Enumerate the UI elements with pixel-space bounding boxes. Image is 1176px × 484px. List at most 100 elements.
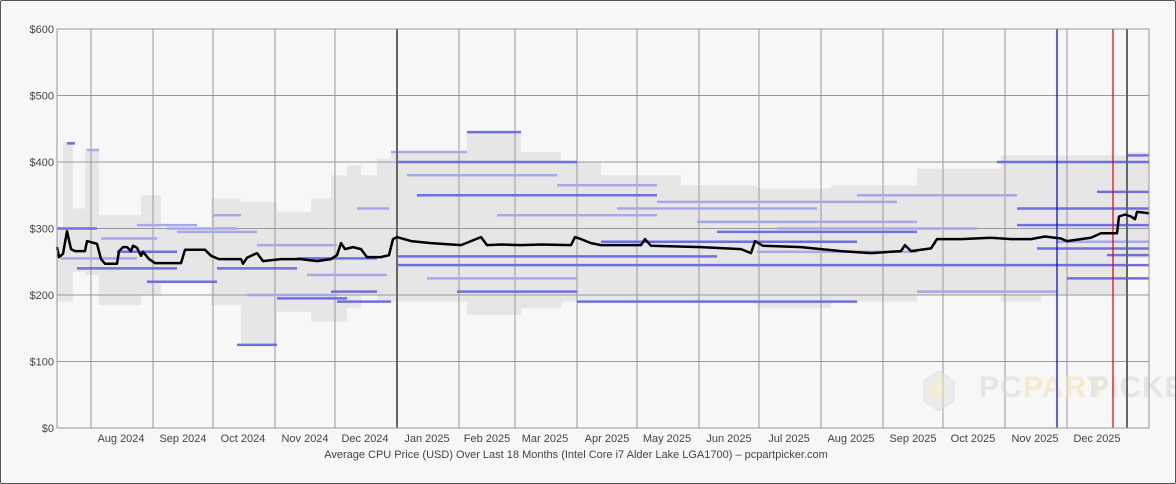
average-price-point <box>396 236 398 238</box>
average-price-point <box>1030 238 1032 240</box>
y-tick-label: $100 <box>30 357 54 369</box>
average-price-point <box>262 260 264 262</box>
average-price-point <box>500 243 502 246</box>
average-price-point <box>740 248 742 250</box>
x-tick-label: Mar 2025 <box>522 433 568 445</box>
x-tick-label: Apr 2025 <box>585 433 630 445</box>
range-band-segment <box>917 168 1001 295</box>
x-tick-label: Jun 2025 <box>706 433 751 445</box>
average-price-point <box>1080 238 1082 240</box>
range-band-segment <box>57 228 63 302</box>
average-price-point <box>1100 232 1102 234</box>
average-price-point <box>66 230 68 232</box>
range-band-segment <box>361 175 377 295</box>
average-price-point <box>256 252 258 254</box>
x-tick-label: Dec 2024 <box>341 433 388 445</box>
average-price-point <box>480 236 482 238</box>
average-price-point <box>900 250 902 252</box>
average-price-point <box>70 248 72 250</box>
x-tick-label: Oct 2024 <box>221 433 266 445</box>
range-band-segment <box>63 142 73 302</box>
average-price-point <box>300 258 302 260</box>
average-price-point <box>118 250 120 252</box>
x-tick-label: Nov 2024 <box>281 433 328 445</box>
average-price-point <box>116 262 118 265</box>
average-price-line <box>55 210 1150 265</box>
average-price-point <box>86 240 88 242</box>
range-band-segment <box>561 162 601 302</box>
average-price-point <box>246 256 248 259</box>
average-price-point <box>800 246 802 248</box>
average-price-point <box>126 246 128 248</box>
range-band-segment <box>347 165 361 309</box>
average-price-point <box>840 250 842 252</box>
average-price-point <box>540 243 542 246</box>
average-price-point <box>1044 235 1046 238</box>
average-price-point <box>960 238 962 240</box>
x-tick-label: Aug 2025 <box>827 433 874 445</box>
average-price-point <box>700 246 702 248</box>
average-price-point <box>570 244 572 246</box>
average-price-point <box>330 258 332 260</box>
x-tick-label: Jan 2025 <box>404 433 449 445</box>
average-price-point <box>870 252 872 254</box>
x-tick-label: Jul 2025 <box>768 433 810 445</box>
average-price-point <box>360 248 362 250</box>
average-price-point <box>218 258 220 260</box>
range-band-segment <box>681 185 757 302</box>
average-price-point <box>154 262 156 264</box>
x-axis: Aug 2024 Sep 2024 Oct 2024 Nov 2024 Dec 2024… <box>97 433 1120 445</box>
average-price-point <box>352 246 354 248</box>
y-tick-label: $600 <box>30 24 54 36</box>
range-band-segment <box>241 201 277 345</box>
average-price-point <box>392 238 394 240</box>
average-price-point <box>904 244 906 246</box>
average-price-point <box>184 248 186 251</box>
average-price-point <box>280 258 282 260</box>
x-tick-label: Dec 2025 <box>1073 433 1120 445</box>
average-price-point <box>344 248 346 250</box>
x-tick-label: May 2025 <box>643 433 691 445</box>
average-price-point <box>486 244 488 246</box>
chart-title: Average CPU Price (USD) Over Last 18 Mon… <box>324 449 828 461</box>
average-price-point <box>84 250 86 252</box>
average-price-point <box>240 258 242 260</box>
average-price-point <box>820 248 822 250</box>
average-price-point <box>204 248 206 251</box>
average-price-point <box>580 238 582 240</box>
y-tick-label: $400 <box>30 157 54 169</box>
average-price-point <box>750 252 752 254</box>
average-price-point <box>74 250 76 252</box>
range-band-segment <box>521 152 561 309</box>
x-tick-label: Sep 2025 <box>889 433 936 445</box>
average-price-point <box>430 242 432 244</box>
average-price-point <box>380 256 382 258</box>
range-band-segment <box>467 132 521 315</box>
average-price-point <box>132 244 134 247</box>
range-band-segment <box>73 208 85 272</box>
average-price-point <box>242 262 244 265</box>
average-price-point <box>336 254 338 256</box>
average-price-point <box>100 258 102 260</box>
logo-text-part: PART <box>1023 371 1106 404</box>
average-price-point <box>104 262 106 265</box>
average-price-point <box>180 262 182 264</box>
average-price-point <box>520 244 522 246</box>
cube-icon <box>923 370 955 412</box>
y-axis: $0 $100 $200 $300 $400 $500 $600 <box>30 24 54 435</box>
average-price-point <box>930 247 932 250</box>
average-price-point <box>1116 232 1118 234</box>
average-price-point <box>210 254 212 257</box>
average-price-point <box>136 246 138 249</box>
average-price-point <box>990 237 992 239</box>
logo-text-picker: PICKER <box>1089 371 1176 404</box>
average-price-point <box>142 250 144 253</box>
average-price-point <box>62 252 64 255</box>
average-price-point <box>1124 213 1126 216</box>
average-price-point <box>366 256 368 258</box>
average-price-point <box>1066 240 1068 242</box>
average-price-point <box>1090 237 1092 239</box>
plot-border <box>56 28 1150 429</box>
